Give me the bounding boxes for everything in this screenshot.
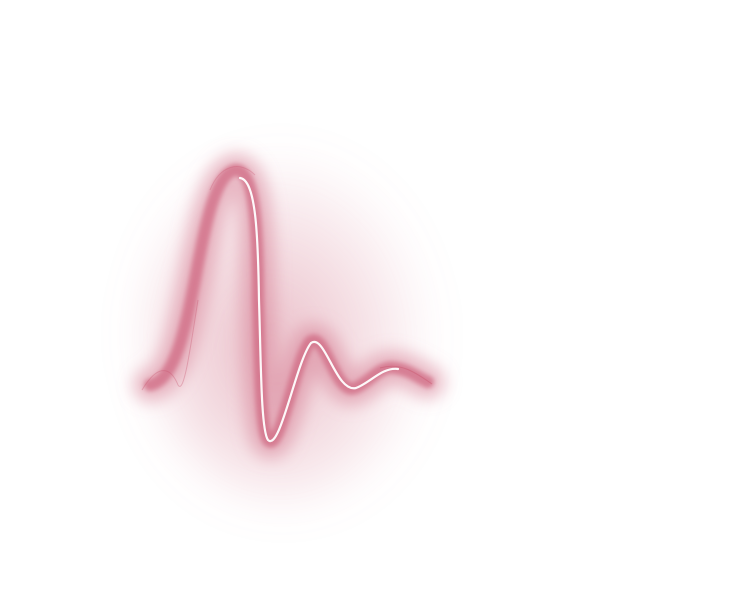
pulse-wave-strand-right <box>379 365 433 385</box>
pulse-wave-highlight <box>238 176 400 443</box>
pulse-wave-strand-top <box>209 166 256 191</box>
pulse-wave-strand-left <box>141 299 199 391</box>
